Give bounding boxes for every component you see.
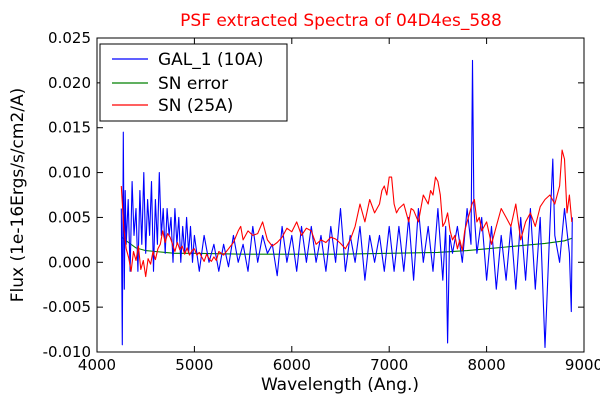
y-tick-label: 0.000 — [48, 253, 91, 271]
series-line-sn-25a — [120, 149, 573, 278]
series-line-gal-1-10a — [120, 59, 573, 349]
x-tick-label: 4000 — [78, 356, 116, 374]
x-axis-ticks: 4000 5000 6000 7000 8000 9000 — [78, 38, 600, 374]
y-tick-label: 0.025 — [48, 29, 91, 47]
legend-label-sn: SN (25A) — [158, 96, 233, 116]
legend: GAL_1 (10A) SN error SN (25A) — [99, 43, 288, 122]
plot-area-frame — [96, 37, 585, 353]
x-tick-label: 5000 — [175, 356, 213, 374]
x-tick-label: 6000 — [273, 356, 311, 374]
y-tick-label: -0.005 — [43, 298, 91, 316]
y-tick-label: 0.020 — [48, 74, 91, 92]
y-axis-label: Flux (1e-16Ergs/s/cm2/A) — [8, 88, 28, 303]
legend-label-gal1: GAL_1 (10A) — [158, 50, 264, 70]
x-tick-label: 8000 — [468, 356, 506, 374]
y-tick-label: -0.010 — [43, 343, 91, 361]
y-tick-label: 0.005 — [48, 208, 91, 226]
y-tick-label: 0.010 — [48, 164, 91, 182]
x-tick-label: 7000 — [370, 356, 408, 374]
legend-label-sn-error: SN error — [158, 74, 228, 94]
chart-title: PSF extracted Spectra of 04D4es_588 — [180, 11, 502, 31]
series-layer — [120, 59, 573, 349]
x-axis-label: Wavelength (Ang.) — [261, 375, 419, 395]
x-tick-label: 9000 — [565, 356, 600, 374]
y-tick-label: 0.015 — [48, 119, 91, 137]
